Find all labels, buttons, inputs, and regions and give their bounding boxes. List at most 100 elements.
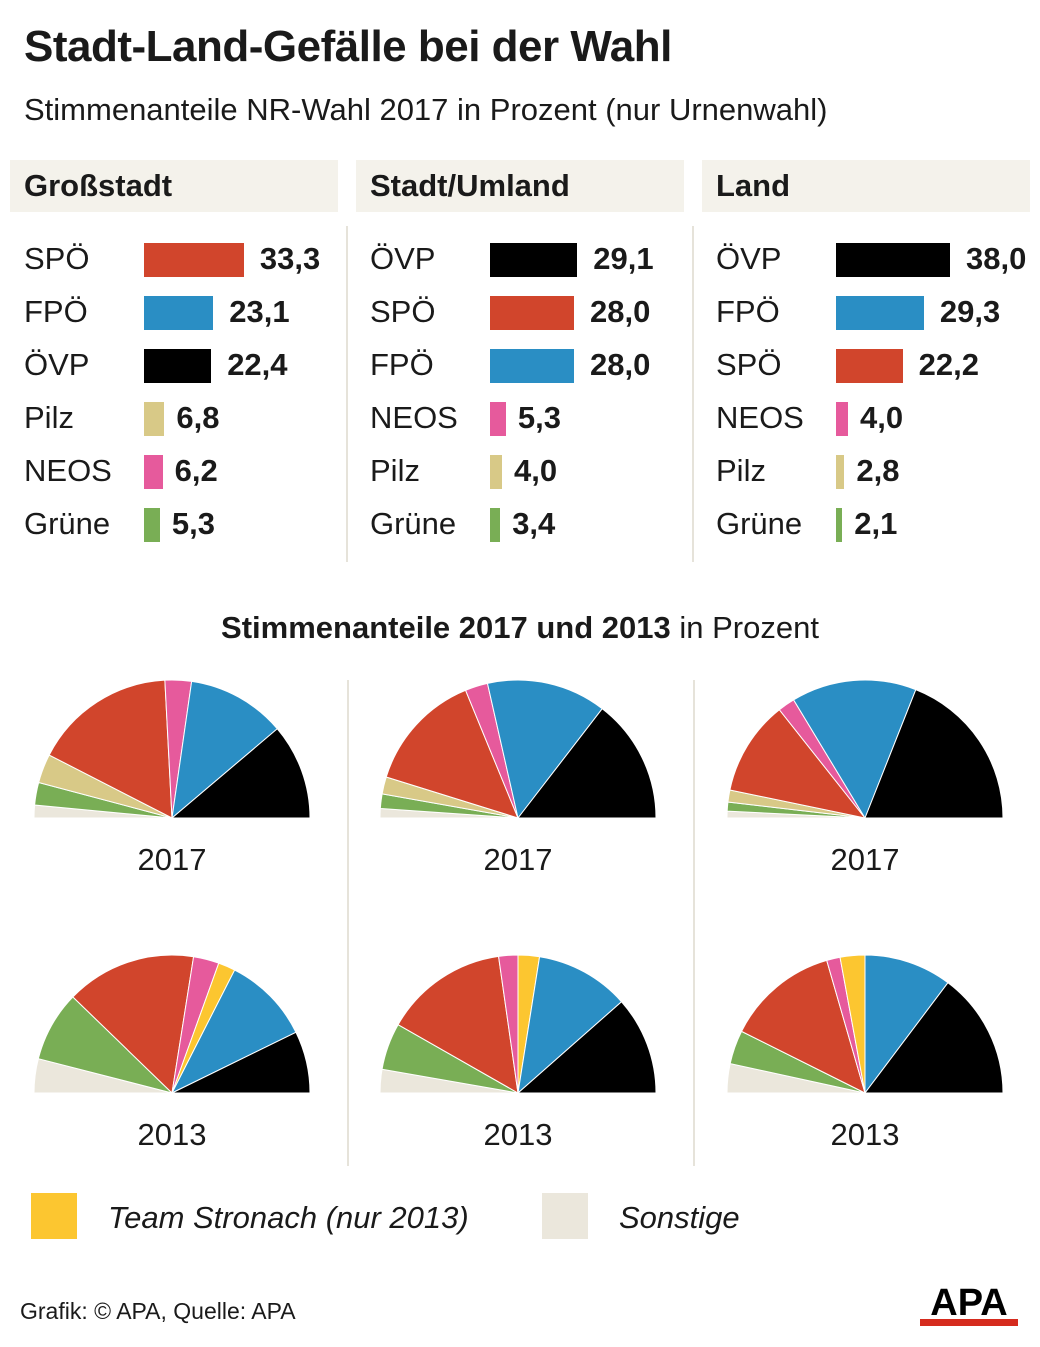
party-label: ÖVP <box>24 347 90 382</box>
party-label: NEOS <box>716 400 804 435</box>
party-label: ÖVP <box>370 241 436 276</box>
party-label: FPÖ <box>370 347 434 382</box>
pie-slice-sonstige-grossstadt-2013 <box>33 1058 173 1094</box>
bar-gruene <box>490 508 501 542</box>
pie-slice-neos-land-2017 <box>778 699 866 819</box>
column-header-stadt-umland: Stadt/Umland <box>356 160 684 212</box>
bar-value-label: 2,1 <box>854 506 898 541</box>
pie-slice-gruene-stadt-umland-2013 <box>381 1023 519 1094</box>
column-header-land: Land <box>702 160 1030 212</box>
pie-slice-sonstige-stadt-umland-2013 <box>379 1068 519 1094</box>
bar-row-spoe: SPÖ 22,2 <box>716 340 1030 390</box>
bar-gruene <box>144 508 160 542</box>
bar-row-neos: NEOS 6,2 <box>24 446 338 496</box>
bar-row-oevp: ÖVP 29,1 <box>370 234 684 284</box>
bar-pilz <box>144 402 165 436</box>
pie-slice-spoe-land-2013 <box>740 959 866 1094</box>
bar-row-oevp: ÖVP 38,0 <box>716 234 1030 284</box>
pie-slice-neos-grossstadt-2013 <box>171 956 220 1094</box>
pie-year-label: 2017 <box>137 842 207 877</box>
bar-value-label: 29,3 <box>939 294 1001 329</box>
pie-slice-fpoe-stadt-umland-2013 <box>517 956 623 1095</box>
bar-row-pilz: Pilz 2,8 <box>716 446 1030 496</box>
pie-slice-neos-land-2013 <box>826 956 866 1094</box>
pie-slice-spoe-land-2017 <box>729 709 867 819</box>
pie-slice-team-stronach-land-2013 <box>839 954 866 1094</box>
bar-pilz <box>836 455 845 489</box>
bar-value-label: 4,0 <box>514 453 558 488</box>
bar-spoe <box>144 243 244 277</box>
apa-logo-bar <box>920 1319 1018 1326</box>
bar-row-spoe: SPÖ 28,0 <box>370 287 684 337</box>
pie-slice-fpoe-stadt-umland-2017 <box>486 679 603 820</box>
page-subtitle: Stimmenanteile NR-Wahl 2017 in Prozent (… <box>24 92 828 127</box>
pie-slice-oevp-stadt-umland-2017 <box>516 707 657 819</box>
bar-oevp <box>144 349 212 383</box>
pie-slice-sonstige-land-2017 <box>726 810 866 819</box>
bar-pilz <box>490 455 502 489</box>
pie-section-title: Stimmenanteile 2017 und 2013 in Prozent <box>0 610 1040 646</box>
pie-slice-sonstige-stadt-umland-2017 <box>379 807 519 819</box>
bar-value-label: 4,0 <box>860 400 904 435</box>
pie-year-label: 2013 <box>137 1117 207 1152</box>
bar-row-fpoe: FPÖ 23,1 <box>24 287 338 337</box>
pie-slice-spoe-stadt-umland-2013 <box>397 955 519 1094</box>
bar-value-label: 2,8 <box>856 453 900 488</box>
bar-value-label: 5,3 <box>171 506 215 541</box>
bar-fpoe <box>490 349 574 383</box>
legend-label-team-stronach: Team Stronach (nur 2013) <box>108 1200 469 1235</box>
party-label: SPÖ <box>24 241 90 276</box>
column-divider <box>346 226 348 562</box>
pie-year-label: 2017 <box>483 842 553 877</box>
bar-value-label: 6,8 <box>176 400 220 435</box>
pie-slice-gruene-grossstadt-2017 <box>34 781 173 819</box>
bar-value-label: 5,3 <box>517 400 561 435</box>
pie-slice-neos-stadt-umland-2013 <box>497 954 519 1094</box>
bar-value-label: 23,1 <box>229 294 290 329</box>
bar-oevp <box>490 243 578 277</box>
pie-year-label: 2017 <box>830 842 900 877</box>
party-label: Grüne <box>716 506 803 541</box>
pie-year-label: 2013 <box>483 1117 553 1152</box>
bar-oevp <box>836 243 950 277</box>
pie-section-title-rest: in Prozent <box>670 610 819 645</box>
party-label: Grüne <box>370 506 457 541</box>
party-label: SPÖ <box>370 294 436 329</box>
page-title: Stadt-Land-Gefälle bei der Wahl <box>24 22 672 71</box>
bar-neos <box>490 402 506 436</box>
bar-row-spoe: SPÖ 33,3 <box>24 234 338 284</box>
pie-year-label: 2013 <box>830 1117 900 1152</box>
apa-logo: APA <box>920 1282 1018 1326</box>
bar-value-label: 22,4 <box>227 347 288 382</box>
column-header-grossstadt: Großstadt <box>10 160 338 212</box>
pie-slice-gruene-stadt-umland-2017 <box>379 793 519 819</box>
party-label: NEOS <box>24 453 112 488</box>
party-label: NEOS <box>370 400 458 435</box>
pie-slice-spoe-stadt-umland-2017 <box>385 689 519 819</box>
bar-row-gruene: Grüne 2,1 <box>716 499 1030 549</box>
pie-slice-gruene-land-2017 <box>726 801 866 819</box>
pie-slice-oevp-land-2013 <box>863 982 1004 1094</box>
bar-value-label: 22,2 <box>918 347 979 382</box>
bar-value-label: 33,3 <box>259 241 321 276</box>
pie-slice-fpoe-land-2017 <box>792 679 917 820</box>
party-label: ÖVP <box>716 241 782 276</box>
pie-slice-fpoe-grossstadt-2013 <box>170 969 297 1095</box>
bar-row-pilz: Pilz 6,8 <box>24 393 338 443</box>
bar-value-label: 3,4 <box>512 506 556 541</box>
pie-section-title-bold: Stimmenanteile 2017 und 2013 <box>221 610 671 645</box>
bar-row-neos: NEOS 4,0 <box>716 393 1030 443</box>
pie-column-divider <box>693 680 695 1166</box>
legend-swatch-sonstige <box>542 1193 588 1239</box>
pie-column-divider <box>347 680 349 1166</box>
party-label: Grüne <box>24 506 111 541</box>
bar-row-fpoe: FPÖ 29,3 <box>716 287 1030 337</box>
bar-value-label: 6,2 <box>174 453 218 488</box>
bar-value-label: 28,0 <box>590 347 651 382</box>
party-label: Pilz <box>716 453 766 488</box>
column-divider <box>692 226 694 562</box>
pie-slice-neos-stadt-umland-2017 <box>464 682 519 819</box>
footer-credit: Grafik: © APA, Quelle: APA <box>20 1298 296 1324</box>
pie-slice-fpoe-land-2013 <box>864 954 949 1095</box>
pie-slice-sonstige-land-2013 <box>726 1062 866 1094</box>
